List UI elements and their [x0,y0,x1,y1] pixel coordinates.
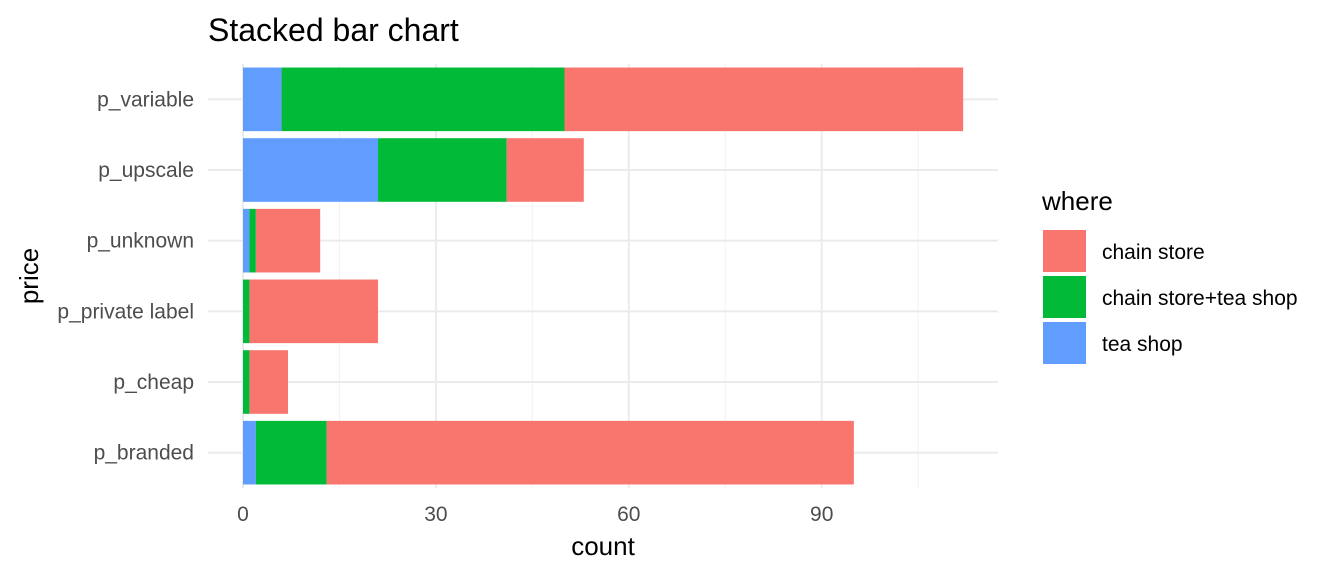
bar-segment [564,67,964,132]
y-tick-label: p_variable [97,88,194,111]
bar-segment [506,138,584,202]
x-tick-labels: 0 30 60 90 [237,503,833,526]
x-tick-label: 60 [617,503,640,526]
y-tick-label: p_private label [57,300,194,323]
y-tick-labels: p_branded p_cheap p_private label p_unknown… [57,88,194,464]
bar-segment [243,350,250,414]
legend-swatch [1043,230,1086,272]
bar-segment [249,350,289,414]
bar-segment [243,208,250,273]
legend-label: chain store+tea shop [1102,287,1298,310]
bars [243,67,964,485]
bar-segment [255,208,321,273]
bar-segment [243,67,282,132]
legend-label: tea shop [1102,333,1183,356]
bar-segment [255,420,327,485]
bar-segment [281,67,565,132]
y-tick-label: p_branded [94,442,194,465]
y-tick-label: p_unknown [87,230,194,253]
x-axis-title: count [571,531,635,561]
y-axis-title: price [14,248,44,304]
bar-segment [378,138,507,202]
bar-segment [243,420,256,485]
legend-swatch [1043,322,1086,364]
legend: where chain store chain store+tea shop tea… [1041,186,1298,364]
x-tick-label: 30 [424,503,447,526]
x-tick-label: 90 [810,503,833,526]
bar-segment [249,208,256,273]
bar-segment [249,279,379,344]
x-tick-label: 0 [237,503,249,526]
legend-swatch [1043,276,1086,318]
legend-title: where [1041,186,1113,216]
y-tick-label: p_upscale [98,159,194,182]
bar-segment [243,279,250,344]
y-tick-label: p_cheap [113,371,194,394]
chart-title: Stacked bar chart [208,12,459,48]
bar-segment [326,420,854,485]
bar-segment [243,138,379,202]
legend-label: chain store [1102,241,1205,264]
